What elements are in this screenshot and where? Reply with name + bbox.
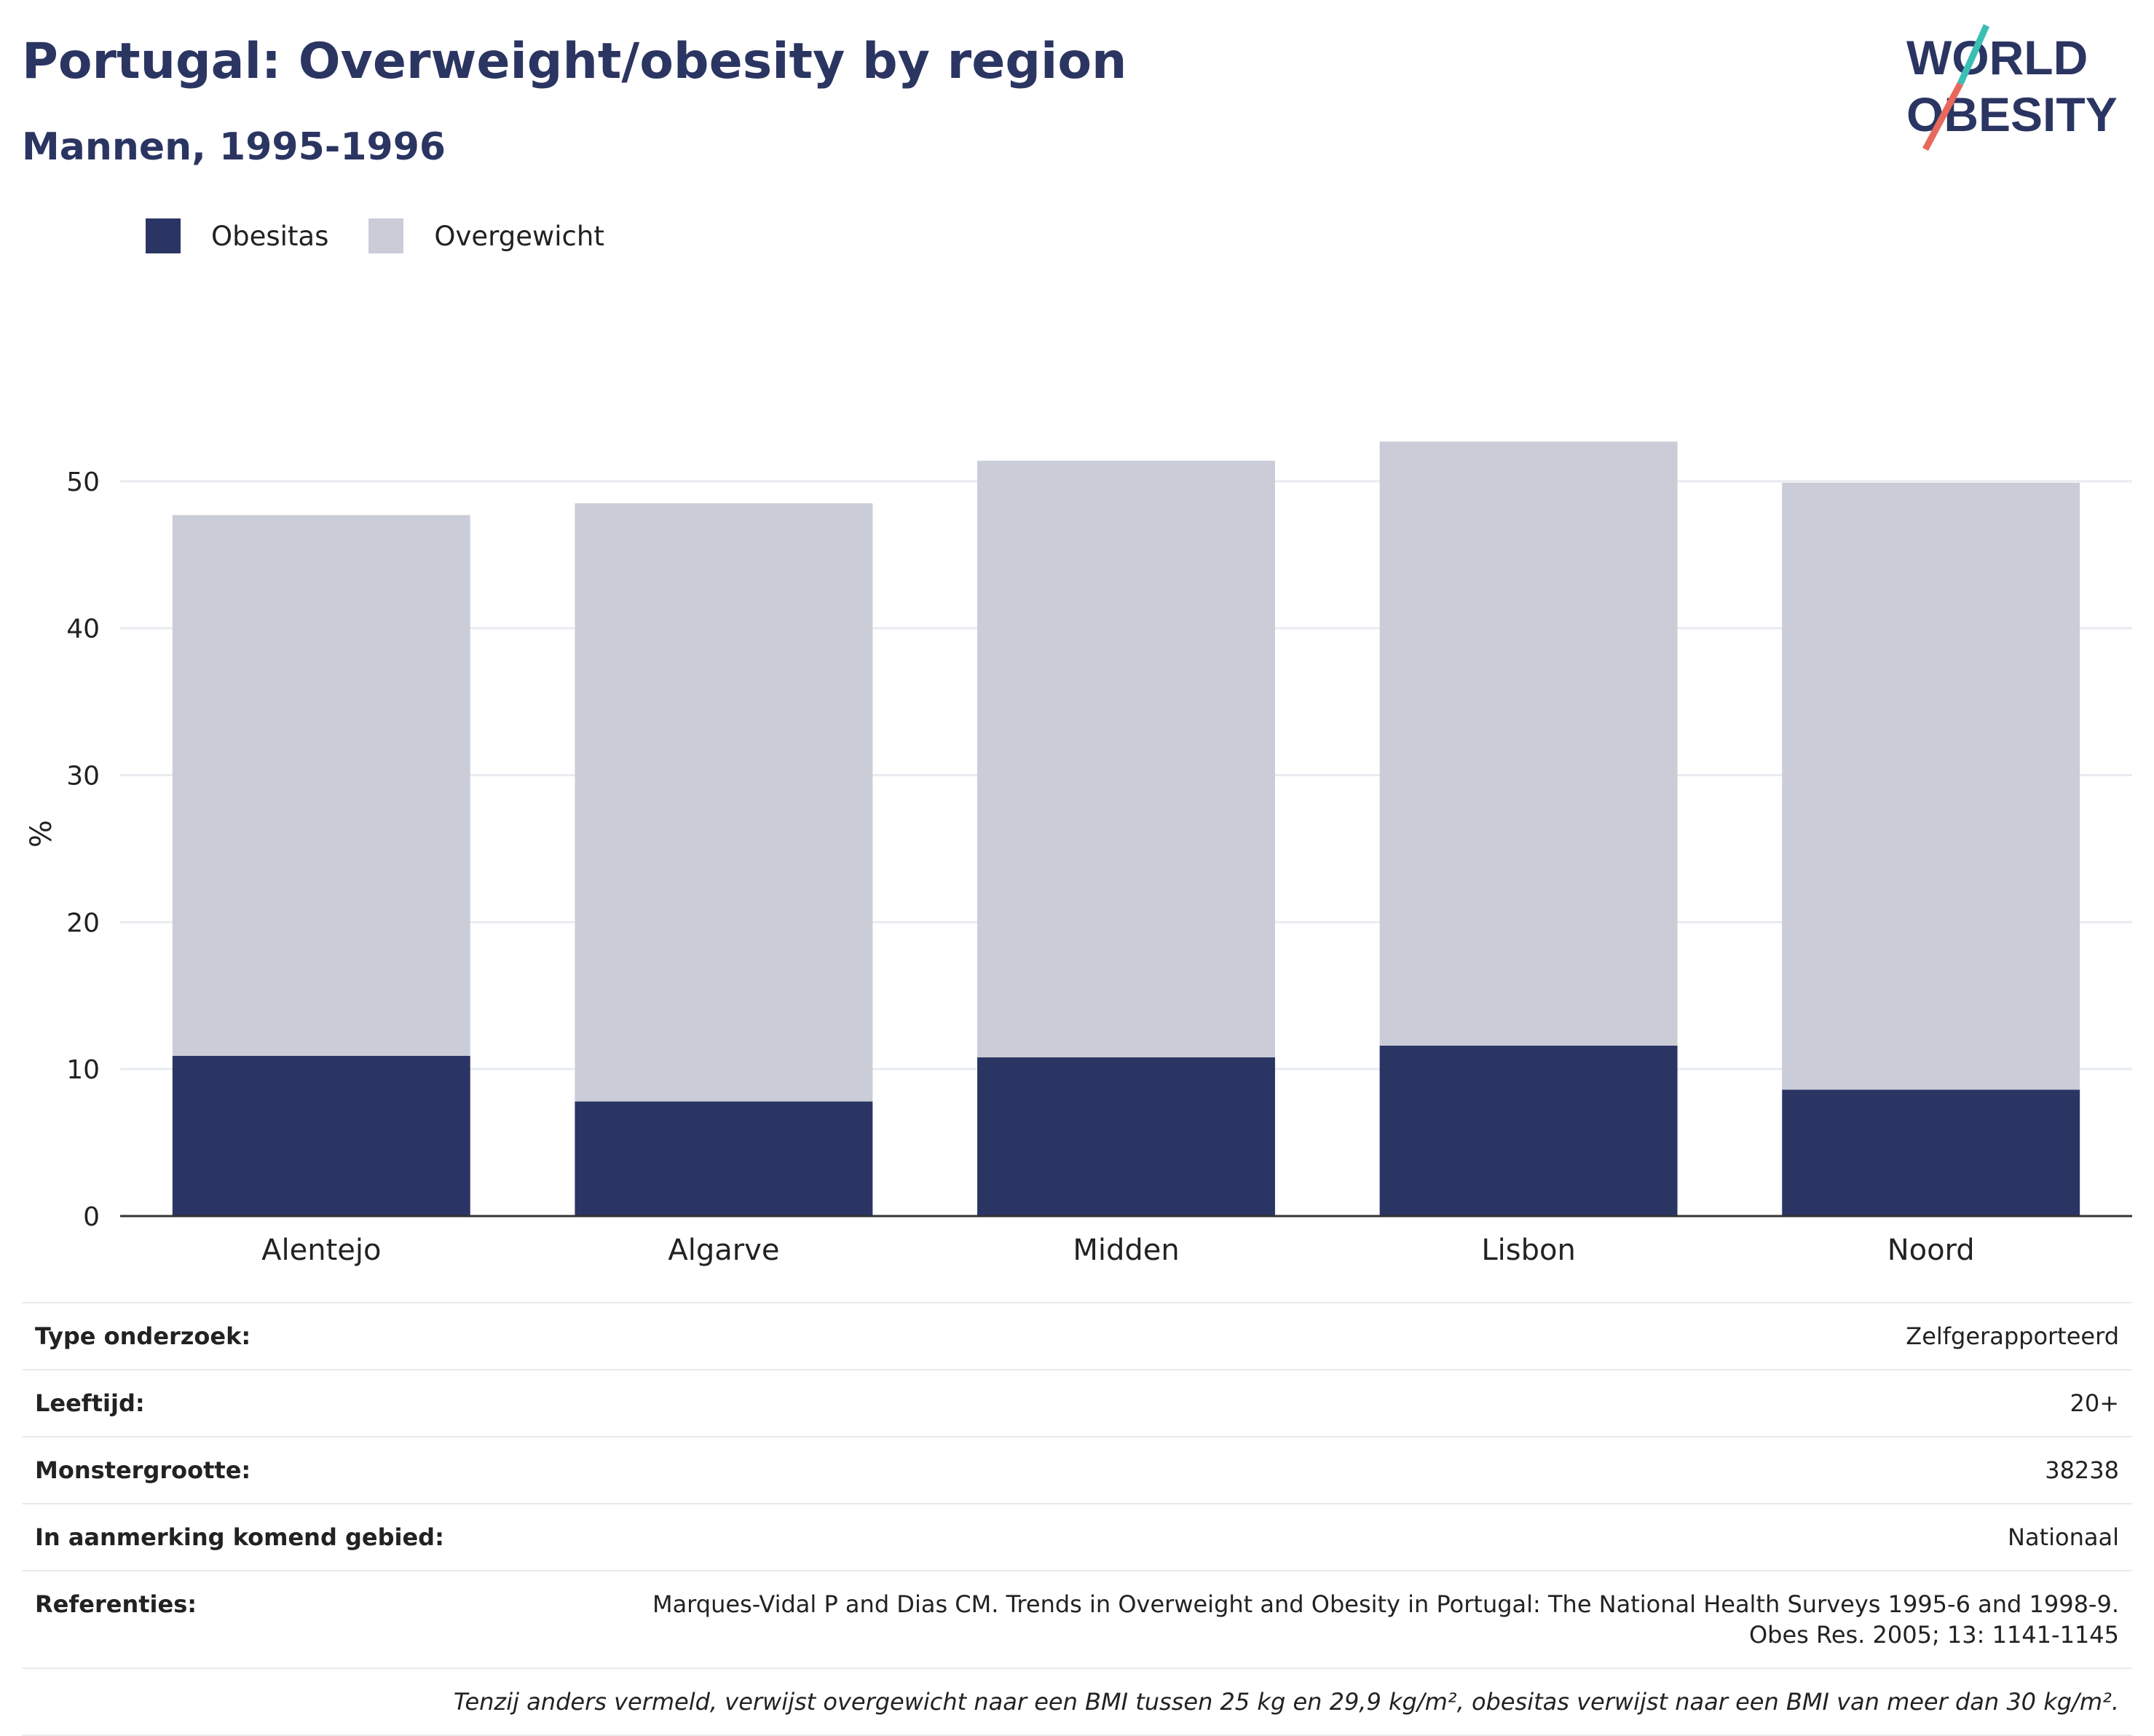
info-label: Referenties: [35,1590,197,1618]
bar-overgewicht-lisbon [1379,441,1678,1046]
legend-item-overgewicht[interactable]: Overgewicht [368,218,604,253]
logo-line1: WORLD [1906,31,2088,84]
info-value: Marques-Vidal P and Dias CM. Trends in O… [652,1590,2119,1649]
info-value: 20+ [2070,1389,2119,1417]
page-title: Portugal: Overweight/obesity by region [22,33,1127,90]
bar-overgewicht-alentejo [172,515,470,1057]
y-tick-label: 10 [66,1055,100,1085]
y-tick-label: 50 [66,467,100,497]
legend-label-obesitas: Obesitas [211,220,329,252]
page-subtitle: Mannen, 1995-1996 [22,125,446,169]
x-tick-label: Midden [1073,1234,1179,1267]
y-tick-label: 0 [83,1202,100,1232]
info-value: Zelfgerapporteerd [1906,1322,2119,1350]
legend-swatch-obesitas [146,218,181,253]
info-row-references: Referenties: Marques-Vidal P and Dias CM… [22,1570,2132,1668]
legend-swatch-overgewicht [368,218,404,253]
y-tick-label: 30 [66,762,100,792]
legend-label-overgewicht: Overgewicht [434,220,604,252]
stacked-bar-chart: 0 10 20 30 40 50% Alentejo Algarve Midden Lisbon N… [25,441,2132,1267]
y-tick-label: 20 [66,908,100,938]
info-label: In aanmerking komend gebied: [35,1523,444,1551]
chart-legend: Obesitas Overgewicht [146,218,644,253]
x-tick-label: Lisbon [1481,1234,1575,1267]
info-label: Monstergrootte: [35,1456,251,1484]
y-tick-label: 40 [66,615,100,644]
info-table: Type onderzoek: Zelfgerapporteerd Leefti… [22,1302,2132,1736]
legend-item-obesitas[interactable]: Obesitas [146,218,328,253]
info-label: Leeftijd: [35,1389,145,1417]
y-axis-label: % [25,820,58,848]
x-tick-label: Alentejo [261,1234,381,1267]
info-value: Nationaal [2008,1523,2119,1551]
x-tick-label: Noord [1887,1234,1975,1267]
info-value: 38238 [2045,1456,2119,1484]
bar-overgewicht-midden [977,460,1275,1058]
footnote: Tenzij anders vermeld, verwijst overgewi… [453,1688,2119,1716]
info-row-area: In aanmerking komend gebied: Nationaal [22,1503,2132,1570]
bar-obesitas-noord [1782,1089,2080,1216]
bar-overgewicht-noord [1782,482,2080,1090]
bar-obesitas-midden [977,1057,1275,1216]
x-tick-label: Algarve [668,1234,779,1267]
info-row-age: Leeftijd: 20+ [22,1369,2132,1436]
bar-obesitas-lisbon [1379,1045,1678,1216]
logo-slash-red-icon [1922,82,1963,151]
world-obesity-logo: WORLD OBESITY [1906,24,2118,151]
info-row-footnote: Tenzij anders vermeld, verwijst overgewi… [22,1668,2132,1736]
info-row-type: Type onderzoek: Zelfgerapporteerd [22,1302,2132,1369]
bar-obesitas-algarve [575,1101,873,1216]
info-label: Type onderzoek: [35,1322,251,1350]
bar-obesitas-alentejo [172,1056,470,1216]
info-row-sample-size: Monstergrootte: 38238 [22,1436,2132,1503]
logo-slash-teal-icon [1957,24,1990,85]
bar-overgewicht-algarve [575,503,873,1102]
